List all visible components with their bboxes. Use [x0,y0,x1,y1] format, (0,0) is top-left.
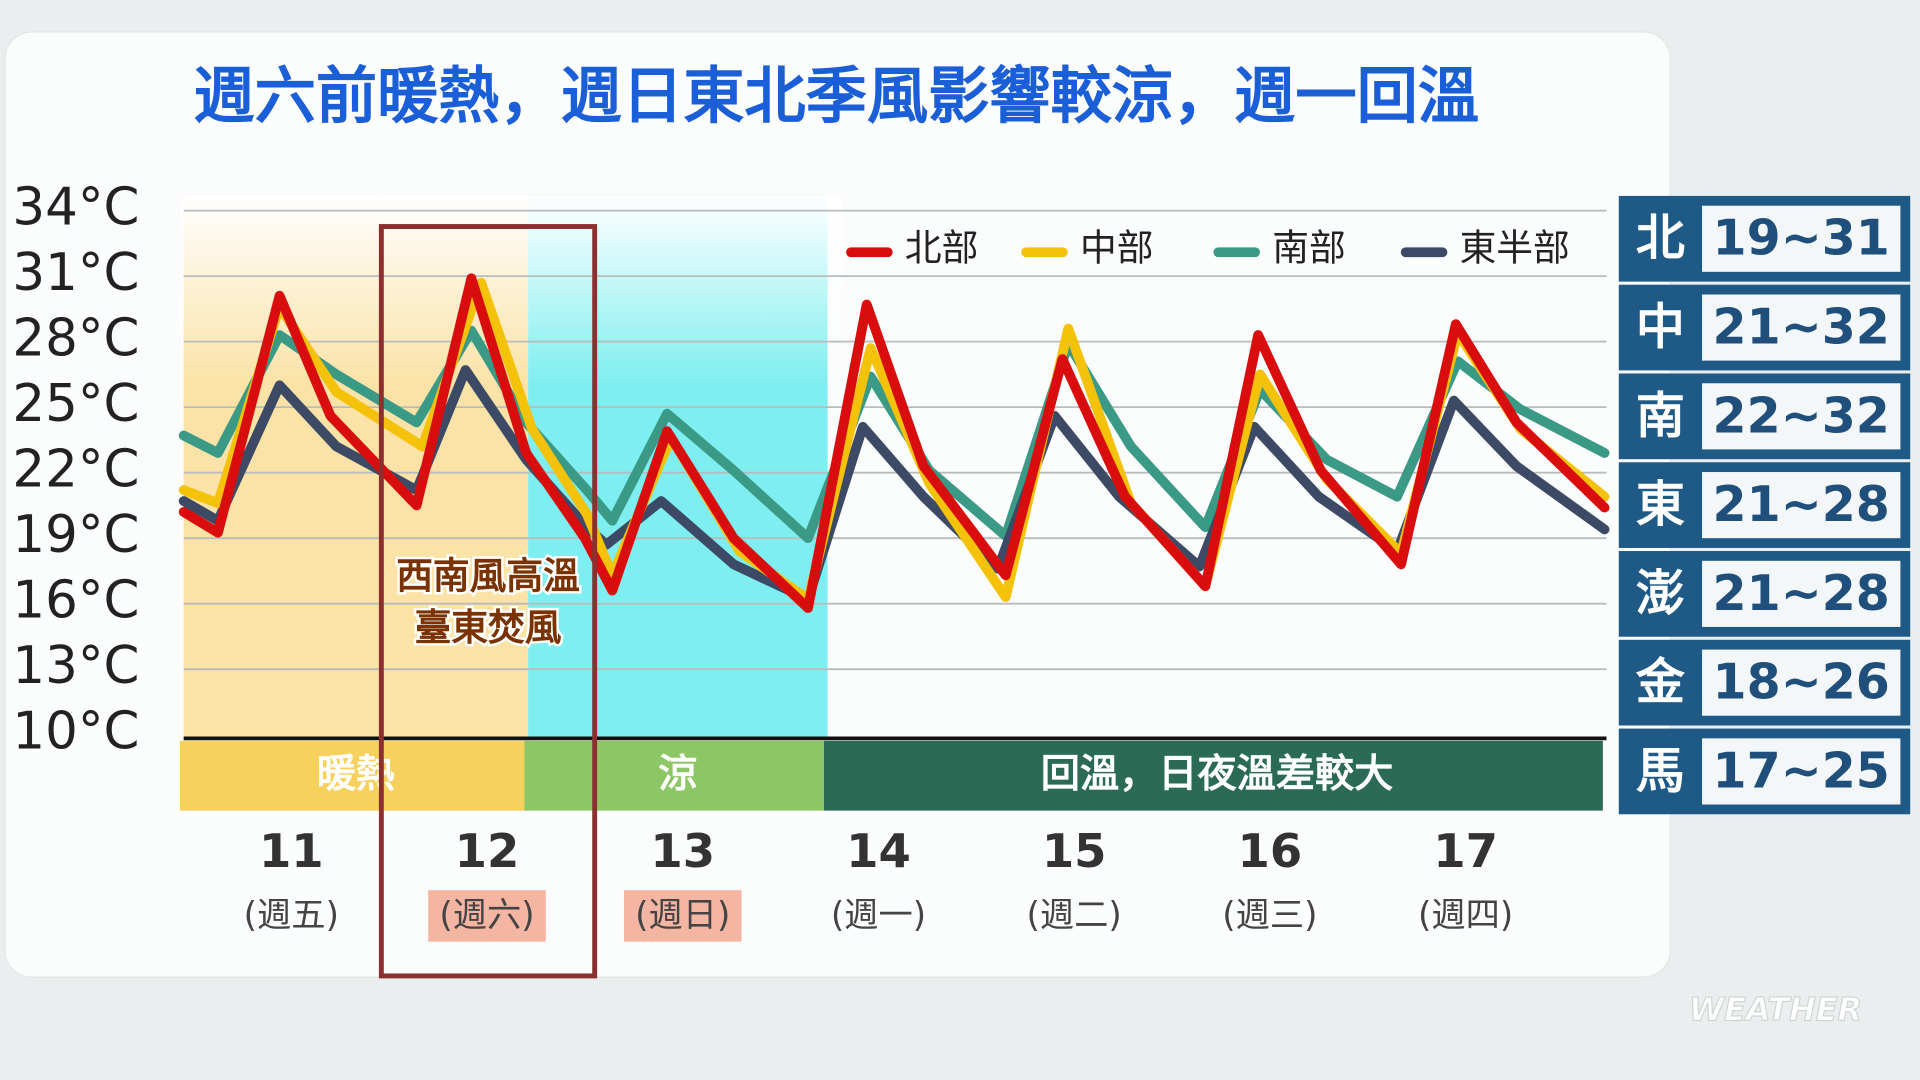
y-tick-label: 28°C [12,309,139,369]
x-tick-label: 15 [1042,824,1107,878]
weekday-label: (週四) [1418,896,1513,936]
range-value-box [1702,205,1901,272]
legend-label: 北部 [905,226,978,269]
x-tick-label: 16 [1238,824,1303,878]
series-line [178,273,1610,613]
range-region: 馬 [1636,742,1685,799]
y-tick-label: 10°C [12,702,139,762]
range-value-box [1702,472,1901,539]
range-region: 東 [1636,476,1685,533]
range-value-box [1702,649,1901,716]
period-band [180,740,529,811]
range-value-box [1702,560,1901,627]
range-value-box [1702,738,1901,805]
y-tick-label: 16°C [12,571,139,631]
x-tick-label: 17 [1433,824,1498,878]
period-band [524,740,824,811]
period-label: 涼 [658,752,697,797]
weekday-label: (週五) [244,896,339,936]
weekday-label: (週日) [635,896,730,936]
range-region: 北 [1636,210,1685,267]
range-region: 金 [1636,654,1686,711]
highlight-box [378,224,598,979]
weekday-label: (週二) [1027,896,1122,936]
weekday-label: (週三) [1222,896,1317,936]
legend-label: 南部 [1272,226,1345,269]
weekday-label: (週六) [439,896,534,936]
annotation: 西南風高溫 [396,554,580,597]
range-region: 南 [1636,387,1685,444]
range-region: 中 [1636,299,1685,356]
y-tick-label: 31°C [12,243,139,303]
legend-label: 東半部 [1460,226,1570,269]
range-value: 21~32 [1713,299,1890,356]
x-tick-label: 11 [259,824,324,878]
y-tick-label: 13°C [12,636,139,696]
y-tick-label: 25°C [12,374,139,434]
annotation: 臺東焚風 [415,606,562,649]
x-tick-label: 12 [455,824,520,878]
range-value: 22~32 [1713,387,1890,444]
x-tick-label: 14 [846,824,911,878]
weekday-label: (週一) [831,896,926,936]
series-line [178,365,1610,605]
y-tick-label: 22°C [12,440,139,500]
range-value: 17~25 [1713,742,1890,799]
range-region: 澎 [1636,565,1685,622]
weekday-highlight [428,890,546,942]
legend-label: 中部 [1080,226,1153,269]
range-value: 18~26 [1713,654,1890,711]
y-tick-label: 19°C [12,505,139,565]
range-value: 21~28 [1713,476,1890,533]
range-value: 19~31 [1713,210,1890,267]
range-value-box [1702,294,1901,361]
period-band [823,740,1603,811]
chart-title: 週六前暖熱，週日東北季風影響較涼，週一回溫 [193,61,1479,132]
weekday-highlight [623,890,742,942]
range-value-box [1702,383,1901,450]
period-label: 回溫，日夜溫差較大 [1041,752,1394,797]
y-tick-label: 34°C [12,178,139,238]
x-tick-label: 13 [650,824,715,878]
range-value: 21~28 [1713,565,1890,622]
fade [181,195,843,741]
watermark: WEATHER [1689,990,1862,1028]
